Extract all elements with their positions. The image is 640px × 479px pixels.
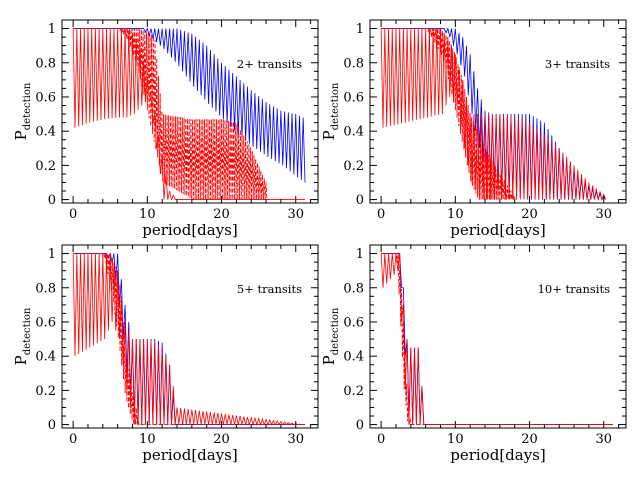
series-line-solid-red [72,253,306,427]
y-tick-label: 0 [48,418,56,433]
x-tick-label: 20 [213,207,230,222]
y-tick-label: 0.8 [35,281,56,296]
y-tick-label: 0.4 [343,125,364,140]
y-tick-label: 1 [48,22,56,37]
x-tick-label: 0 [69,207,77,222]
x-tick-label: 20 [521,432,538,447]
y-tick-label: 0.6 [343,90,364,105]
y-tick-label: 0.2 [343,384,364,399]
x-axis-label: period[days] [142,221,238,239]
x-tick-label: 10 [139,432,156,447]
series-line-dashed-red [73,253,303,426]
y-axis-label-main: P [12,130,30,140]
y-axis-label-sub: detection [22,307,33,355]
panel-5-transits: 0 10 20 30 0 0.2 0.4 0.6 0.8 1 period[days] Pdetect… [12,244,319,464]
y-tick-label: 0.2 [35,384,56,399]
axes-frame [369,244,627,429]
axes-frame [369,19,627,204]
y-tick-label: 0.8 [35,56,56,71]
y-tick-label: 1 [48,247,56,262]
x-tick-label: 30 [287,432,304,447]
x-axis-label: period[days] [450,221,546,239]
y-tick-label: 1 [356,22,364,37]
y-tick-label: 0.4 [35,125,56,140]
transit-annotation: 10+ transits [538,282,611,296]
series-line-solid-red [380,28,606,201]
x-tick-label: 10 [139,207,156,222]
x-tick-label: 30 [287,207,304,222]
y-tick-label: 0.6 [343,315,364,330]
y-axis-label: Pdetection [12,82,33,140]
series-line-dashed-red [381,28,516,200]
transit-annotation: 3+ transits [545,57,610,71]
x-axis-label: period[days] [450,446,546,464]
y-tick-label: 0 [356,193,364,208]
y-axis-label-main: P [320,130,338,140]
x-tick-label: 20 [213,432,230,447]
plot-area [72,252,306,427]
y-axis-label: Pdetection [320,82,341,140]
x-tick-label: 0 [69,432,77,447]
y-tick-label: 0.4 [35,350,56,365]
plot-area [380,253,614,426]
x-tick-label: 0 [377,432,385,447]
x-tick-label: 10 [447,432,464,447]
series-line-solid-red [380,253,614,425]
series-line-solid-blue [73,252,306,425]
plot-area [380,27,606,202]
x-tick-label: 20 [521,207,538,222]
series-line-dashed-red [381,253,611,426]
y-axis-label-sub: detection [330,307,341,355]
y-axis-label-sub: detection [330,82,341,130]
y-tick-label: 1 [356,247,364,262]
panel-2-transits: 0 10 20 30 0 0.2 0.4 0.6 0.8 1 period[days] Pdetect… [12,19,319,239]
y-tick-label: 0 [356,418,364,433]
x-tick-label: 0 [377,207,385,222]
transit-annotation: 2+ transits [237,57,302,71]
y-tick-label: 0.8 [343,281,364,296]
x-tick-label: 30 [595,207,612,222]
panel-3-transits: 0 10 20 30 0 0.2 0.4 0.6 0.8 1 period[days] Pdetect… [320,19,627,239]
y-tick-label: 0.6 [35,315,56,330]
y-axis-label: Pdetection [320,307,341,365]
y-tick-label: 0 [48,193,56,208]
y-tick-label: 0.6 [35,90,56,105]
axes-frame [61,19,319,204]
series-line-dashed-red [73,27,268,200]
axes-frame [61,244,319,429]
y-axis-label-main: P [320,355,338,365]
y-axis-label-sub: detection [22,82,33,130]
y-axis-label: Pdetection [12,307,33,365]
y-tick-label: 0.8 [343,56,364,71]
x-tick-label: 30 [595,432,612,447]
y-tick-label: 0.4 [343,350,364,365]
panel-10-transits: 0 10 20 30 0 0.2 0.4 0.6 0.8 1 period[days] Pdetect… [320,244,627,464]
y-tick-label: 0.2 [343,159,364,174]
y-axis-label-main: P [12,355,30,365]
x-tick-label: 10 [447,207,464,222]
plot-area [72,27,306,201]
x-axis-label: period[days] [142,446,238,464]
transit-annotation: 5+ transits [237,282,302,296]
y-tick-label: 0.2 [35,159,56,174]
